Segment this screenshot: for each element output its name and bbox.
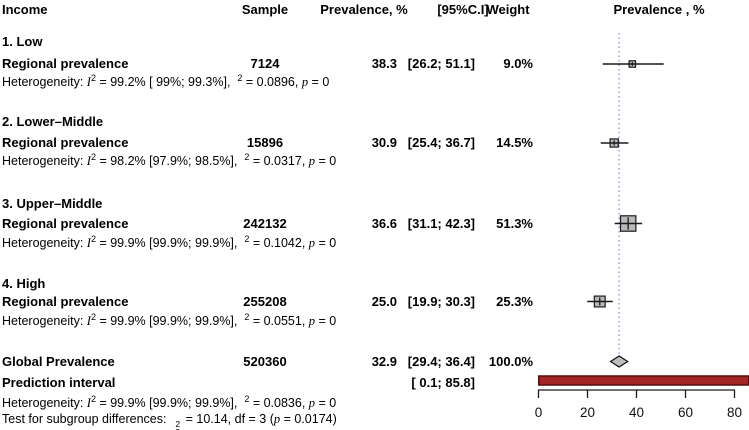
weight-value: 51.3% xyxy=(496,215,533,231)
overall-heterogeneity-line: Heterogeneity: I2 = 99.9% [99.9%; 99.9%]… xyxy=(2,394,337,411)
ci-value: [29.4; 36.4] xyxy=(407,353,475,369)
svg-text:20: 20 xyxy=(580,405,595,420)
ci-value: [19.9; 30.3] xyxy=(407,293,475,309)
row-label: Regional prevalence xyxy=(2,293,129,309)
sample-value: 7124 xyxy=(250,56,280,71)
heterogeneity-line: Heterogeneity: I2 = 99.9% [99.9%; 99.9%]… xyxy=(2,234,337,251)
weight-value: 25.3% xyxy=(496,293,533,309)
row-label: Regional prevalence xyxy=(2,215,129,231)
sample-value: 255208 xyxy=(243,293,287,309)
prevalence-value: 30.9 xyxy=(371,135,397,150)
global-prevalence-row: Global Prevalence 520360 32.9 [29.4; 36.… xyxy=(0,354,749,371)
sample-value: 242132 xyxy=(243,215,287,231)
group-label-lower-middle: 2. Lower–Middle xyxy=(2,114,104,129)
weight-value: 9.0% xyxy=(503,56,533,71)
ci-value: [31.1; 42.3] xyxy=(407,215,475,231)
heterogeneity-line: Heterogeneity: I2 = 99.2% [ 99%; 99.3%],… xyxy=(2,73,330,90)
header-income: Income xyxy=(2,2,48,17)
study-row-lower-middle: Regional prevalence 15896 30.9 [25.4; 36… xyxy=(0,135,749,152)
header-weight: Weight xyxy=(486,2,530,17)
weight-value: 100.0% xyxy=(488,353,533,369)
heterogeneity-line: Heterogeneity: I2 = 99.9% [99.9%; 99.9%]… xyxy=(2,312,337,329)
svg-text:0: 0 xyxy=(535,405,543,420)
row-label: Global Prevalence xyxy=(2,353,115,369)
group-label-upper-middle: 3. Upper–Middle xyxy=(2,196,103,211)
ci-value: [25.4; 36.7] xyxy=(407,135,475,150)
heterogeneity-line: Heterogeneity: I2 = 98.2% [97.9%; 98.5%]… xyxy=(2,152,337,169)
svg-text:40: 40 xyxy=(629,405,644,420)
prediction-interval-row: Prediction interval [ 0.1; 85.8] xyxy=(0,375,749,392)
sample-value: 520360 xyxy=(243,353,287,369)
prevalence-value: 32.9 xyxy=(371,353,397,369)
group-label-low: 1. Low xyxy=(2,34,43,49)
header-sample: Sample xyxy=(241,2,289,17)
subgroup-test-line: Test for subgroup differences: 23 = 10.1… xyxy=(2,412,337,430)
row-label: Prediction interval xyxy=(2,375,116,390)
svg-text:60: 60 xyxy=(678,405,693,420)
ci-value: [ 0.1; 85.8] xyxy=(411,375,475,390)
weight-value: 14.5% xyxy=(496,135,533,150)
study-row-high: Regional prevalence 255208 25.0 [19.9; 3… xyxy=(0,294,749,311)
row-label: Regional prevalence xyxy=(2,56,129,71)
prevalence-value: 38.3 xyxy=(371,56,397,71)
header-row: Income Sample Prevalence, % [95%C.I] Wei… xyxy=(0,2,749,19)
study-row-low: Regional prevalence 7124 38.3 [26.2; 51.… xyxy=(0,56,749,73)
prevalence-value: 36.6 xyxy=(371,215,397,231)
header-plot-title: Prevalence , % xyxy=(613,2,705,17)
ci-value: [26.2; 51.1] xyxy=(407,56,475,71)
group-label-high: 4. High xyxy=(2,276,46,291)
study-row-upper-middle: Regional prevalence 242132 36.6 [31.1; 4… xyxy=(0,216,749,233)
header-prevalence: Prevalence, % xyxy=(320,2,408,17)
svg-text:80: 80 xyxy=(727,405,742,420)
sample-value: 15896 xyxy=(246,135,284,150)
header-ci: [95%C.I] xyxy=(437,2,489,17)
row-label: Regional prevalence xyxy=(2,135,129,150)
prevalence-value: 25.0 xyxy=(371,293,397,309)
